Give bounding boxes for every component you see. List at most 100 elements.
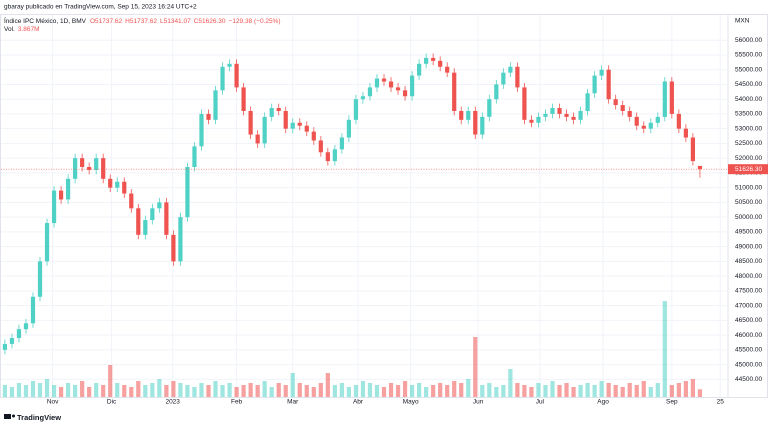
volume-bar	[37, 383, 43, 397]
volume-bar	[30, 381, 36, 397]
volume-bar	[276, 383, 281, 397]
candle-body	[23, 323, 29, 330]
candle-body	[697, 165, 703, 170]
y-tick-label: 48500.00	[735, 258, 762, 265]
candle-body	[234, 63, 239, 88]
legend-low: L51341.07	[160, 18, 191, 25]
volume-bar	[290, 373, 295, 397]
candle-body	[550, 108, 555, 114]
candle-body	[529, 119, 534, 123]
volume-bar	[445, 385, 450, 397]
y-tick-label: 52000.00	[735, 155, 762, 162]
volume-bar	[227, 383, 232, 397]
candle-body	[248, 110, 253, 135]
volume-bar	[269, 387, 274, 397]
y-tick-label: 48000.00	[735, 273, 762, 280]
y-tick-label: 53000.00	[735, 125, 762, 132]
candle-body	[676, 113, 681, 129]
volume-bar	[2, 385, 8, 397]
y-tick-label: 52500.00	[735, 140, 762, 147]
volume-bar	[402, 381, 408, 397]
candle-body	[171, 234, 176, 262]
volume-bar	[353, 385, 359, 397]
candle-body	[339, 137, 344, 150]
candle-body	[515, 66, 520, 88]
volume-bar	[564, 383, 569, 397]
candle-body	[578, 110, 583, 120]
candle-body	[332, 149, 337, 162]
candle-body	[213, 90, 218, 120]
candle-body	[276, 108, 281, 111]
candle-body	[318, 140, 323, 153]
y-tick-label: 51000.00	[735, 184, 762, 191]
candle-body	[80, 158, 85, 168]
volume-bar	[304, 385, 309, 397]
y-tick-label: 46000.00	[735, 332, 762, 339]
volume-bar	[494, 387, 499, 397]
candle-body	[606, 69, 611, 100]
candle-body	[466, 110, 471, 120]
candle-body	[445, 66, 450, 73]
volume-bar	[339, 383, 344, 397]
volume-bar	[178, 383, 183, 397]
volume-bar	[16, 383, 22, 397]
candle-body	[374, 78, 380, 88]
volume-bar	[648, 387, 653, 397]
volume-bar	[409, 385, 415, 397]
volume-bar	[459, 383, 464, 397]
candle-body	[438, 60, 443, 67]
volume-bar	[51, 385, 57, 397]
candle-body	[473, 110, 478, 135]
volume-bar	[592, 385, 597, 397]
candle-body	[655, 116, 660, 123]
candle-body	[255, 134, 260, 144]
volume-bar	[452, 381, 457, 397]
volume-bar	[431, 385, 436, 397]
volume-bar	[424, 387, 429, 397]
y-tick-label: 55500.00	[735, 52, 762, 59]
y-tick-label: 56000.00	[735, 37, 762, 44]
y-tick-label: 49000.00	[735, 243, 762, 250]
volume-bar	[417, 383, 422, 397]
legend-close: C51626.30	[194, 18, 226, 25]
volume-bar	[501, 385, 506, 397]
footer: TradingView	[17, 413, 61, 422]
volume-bar	[255, 385, 260, 397]
candle-body	[157, 202, 162, 209]
volume-bar	[65, 383, 71, 397]
volume-bar	[662, 301, 667, 397]
attribution: gbaray publicado en TradingView.com, Sep…	[4, 4, 197, 11]
volume-bar	[466, 379, 471, 397]
footer-logo	[4, 414, 15, 419]
volume-bar	[550, 381, 555, 397]
volume-bar	[150, 383, 155, 397]
x-tick-label: Dic	[107, 399, 117, 406]
volume-bar	[143, 385, 148, 397]
candle-body	[37, 261, 43, 297]
volume-bar	[620, 387, 625, 397]
candle-body	[129, 193, 134, 209]
candle-body	[283, 110, 288, 129]
volume-bar	[87, 387, 92, 397]
candle-body	[16, 329, 22, 339]
candle-body	[557, 108, 562, 114]
volume-bar	[332, 385, 337, 397]
volume-bar	[473, 337, 478, 397]
volume-bar	[536, 383, 541, 397]
volume-bar	[283, 385, 288, 397]
candle-body	[311, 131, 316, 141]
candle-body	[58, 190, 64, 200]
candle-body	[690, 137, 696, 162]
volume-legend: Vol. 3.867M	[4, 26, 40, 33]
candle-body	[325, 152, 330, 162]
volume-bar	[94, 383, 99, 397]
candle-body	[641, 125, 646, 129]
volume-bar	[325, 373, 330, 397]
volume-bar	[241, 385, 246, 397]
candle-body	[185, 167, 190, 218]
volume-bar	[360, 381, 366, 397]
candle-body	[108, 178, 113, 188]
volume-bar	[641, 381, 646, 397]
candle-body	[381, 78, 387, 82]
